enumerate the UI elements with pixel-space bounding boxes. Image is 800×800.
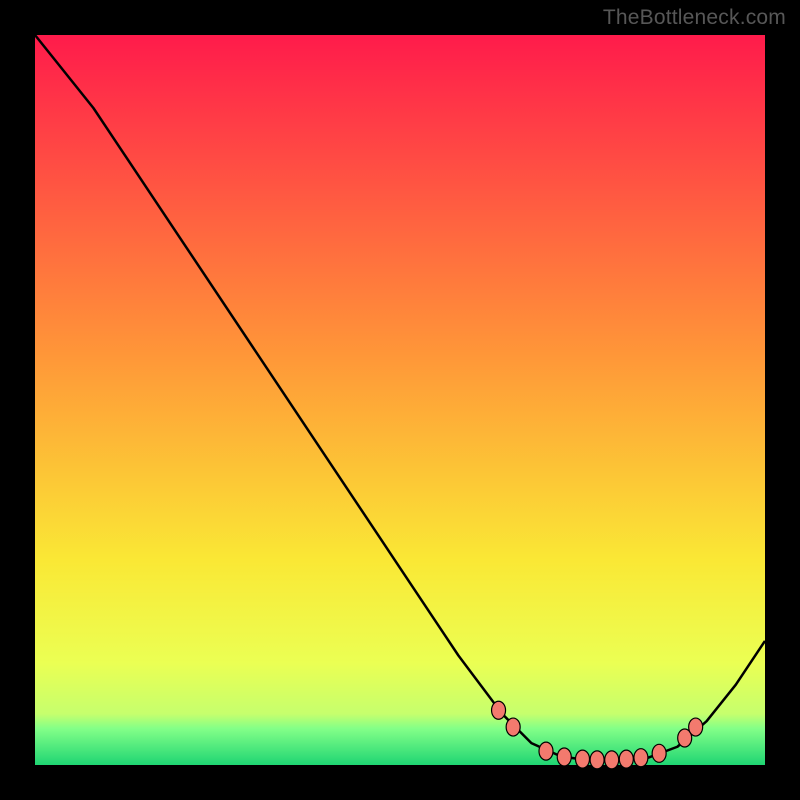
curve-marker bbox=[539, 742, 553, 760]
bottleneck-curve bbox=[35, 35, 765, 761]
curve-marker bbox=[590, 751, 604, 769]
watermark-text: TheBottleneck.com bbox=[603, 6, 786, 30]
curve-marker bbox=[492, 701, 506, 719]
curve-marker bbox=[689, 718, 703, 736]
curve-marker bbox=[652, 744, 666, 762]
chart-overlay bbox=[0, 0, 800, 800]
curve-marker bbox=[506, 718, 520, 736]
curve-marker bbox=[605, 751, 619, 769]
curve-marker bbox=[619, 750, 633, 768]
curve-marker bbox=[634, 749, 648, 767]
curve-marker bbox=[576, 750, 590, 768]
curve-marker bbox=[557, 748, 571, 766]
